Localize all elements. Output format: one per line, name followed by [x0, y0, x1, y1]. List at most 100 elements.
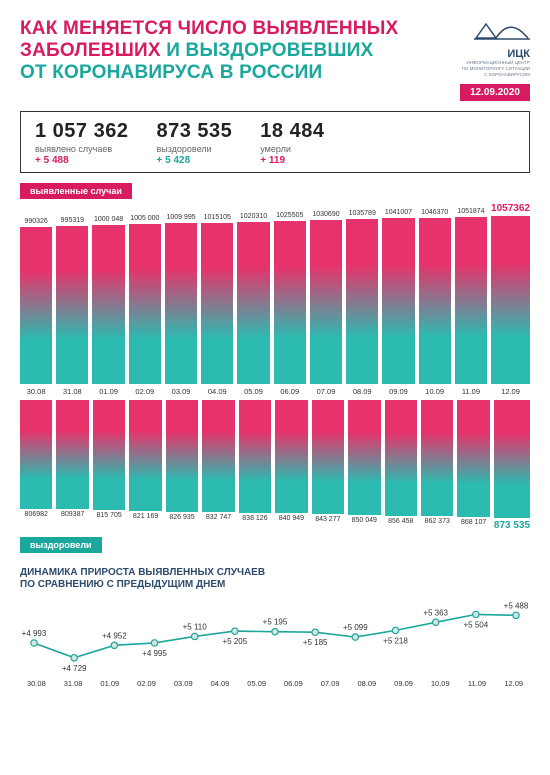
cases-bar — [491, 216, 530, 384]
logo-icon — [474, 18, 530, 42]
cases-bar-value: 1025505 — [276, 212, 303, 219]
stat-deaths-delta: + 119 — [260, 155, 324, 166]
growth-marker — [272, 628, 278, 634]
growth-date: 01.09 — [93, 679, 126, 688]
growth-marker — [312, 629, 318, 635]
growth-value-label: +4 995 — [142, 649, 167, 658]
recovered-bar — [385, 400, 417, 516]
logo-abbr: ИЦК — [460, 48, 530, 60]
cases-bar-date: 07.09 — [317, 387, 336, 396]
growth-marker — [513, 612, 519, 618]
growth-marker — [111, 642, 117, 648]
recovered-bar-value: 856 458 — [388, 518, 413, 525]
cases-bar-col: 104100709.09 — [382, 209, 414, 395]
cases-bar-col: 1051874 11.09 — [455, 208, 487, 396]
cases-bar-date: 02.09 — [135, 387, 154, 396]
recovered-bar-value: 850 049 — [352, 517, 377, 524]
logo: ИЦК ИНФОРМАЦИОННЫЙ ЦЕНТР ПО МОНИТОРИНГУ … — [460, 18, 530, 101]
growth-marker — [191, 633, 197, 639]
growth-date: 02.09 — [130, 679, 163, 688]
stat-cases-value: 1 057 362 — [35, 120, 128, 143]
recovered-bar-col: 868 107 — [457, 400, 489, 526]
growth-marker — [71, 654, 77, 660]
recovered-bar-col: 832 747 — [202, 400, 234, 522]
growth-dates: 30.0831.0801.0902.0903.0904.0905.0906.09… — [20, 679, 530, 688]
recovered-bar-col: 838 126 — [239, 400, 271, 522]
growth-chart: +4 993+4 729+4 952+4 995+5 110+5 205+5 1… — [20, 597, 530, 677]
cases-bar — [382, 218, 414, 383]
growth-marker — [473, 611, 479, 617]
cases-bar — [201, 223, 233, 384]
header: КАК МЕНЯЕТСЯ ЧИСЛО ВЫЯВЛЕННЫХ ЗАБОЛЕВШИХ… — [20, 18, 530, 101]
cases-bar — [165, 223, 197, 384]
recovered-bar — [457, 400, 489, 517]
cases-bar-col: 99531931.08 — [56, 217, 88, 396]
recovered-bar-value: 821 169 — [133, 513, 158, 520]
cases-bar-col: 103578908.09 — [346, 210, 378, 396]
stat-cases-label: выявлено случаев — [35, 144, 128, 154]
cases-bar-date: 30.08 — [27, 387, 46, 396]
growth-title-1: ДИНАМИКА ПРИРОСТА ВЫЯВЛЕННЫХ СЛУЧАЕВ — [20, 567, 530, 579]
cases-bar-col: 1005 000 02.09 — [129, 215, 161, 396]
recovered-bar-value: 809387 — [61, 511, 84, 518]
cases-bar — [20, 227, 52, 384]
tab-cases: выявленные случаи — [20, 183, 132, 199]
growth-value-label: +5 363 — [423, 608, 448, 617]
growth-value-label: +5 185 — [303, 638, 328, 647]
cases-bar-date: 10.09 — [425, 387, 444, 396]
recovered-bar-value: 826 935 — [169, 514, 194, 521]
recovered-chart: 806982 809387 815 705 821 169 826 935 832 747… — [20, 400, 530, 531]
cases-bar-value: 1051874 — [457, 208, 484, 215]
cases-bar — [92, 225, 124, 384]
growth-title-2: ПО СРАВНЕНИЮ С ПРЕДЫДУЩИМ ДНЕМ — [20, 579, 530, 591]
growth-date: 04.09 — [204, 679, 237, 688]
growth-value-label: +5 099 — [343, 623, 368, 632]
title-line-2b: И ВЫЗДОРОВЕВШИХ — [166, 40, 373, 61]
cases-bar-col: 104637010.09 — [419, 209, 451, 396]
growth-date: 31.08 — [57, 679, 90, 688]
cases-bar-col: 103069007.09 — [310, 211, 342, 396]
recovered-bar-value: 873 535 — [494, 520, 530, 531]
recovered-bar — [93, 400, 125, 510]
growth-marker — [31, 640, 37, 646]
title-line-1: КАК МЕНЯЕТСЯ ЧИСЛО ВЫЯВЛЕННЫХ — [20, 18, 398, 40]
recovered-bar-value: 843 277 — [315, 516, 340, 523]
logo-sub-3: С КОРОНАВИРУСОМ — [460, 73, 530, 78]
recovered-bar-col: 873 535 — [494, 400, 530, 531]
growth-date: 06.09 — [277, 679, 310, 688]
cases-bar-value: 1015105 — [204, 214, 231, 221]
cases-bar-date: 09.09 — [389, 387, 408, 396]
growth-date: 05.09 — [240, 679, 273, 688]
cases-bar-value: 1057362 — [491, 203, 530, 214]
recovered-bar — [275, 400, 307, 514]
cases-bar-date: 11.09 — [462, 387, 480, 396]
cases-bar-col: 101510504.09 — [201, 214, 233, 396]
recovered-bar-value: 838 126 — [242, 515, 267, 522]
recovered-bar — [166, 400, 198, 512]
growth-marker — [392, 627, 398, 633]
cases-bar-value: 1005 000 — [130, 215, 159, 222]
cases-bar-date: 05.09 — [244, 387, 263, 396]
recovered-bar — [421, 400, 453, 517]
page-title: КАК МЕНЯЕТСЯ ЧИСЛО ВЫЯВЛЕННЫХ ЗАБОЛЕВШИХ… — [20, 18, 398, 84]
cases-bar-value: 990326 — [24, 218, 47, 225]
cases-bar-date: 31.08 — [63, 387, 82, 396]
growth-date: 08.09 — [350, 679, 383, 688]
recovered-bar-value: 806982 — [25, 511, 48, 518]
recovered-bar — [312, 400, 344, 514]
stats-box: 1 057 362 выявлено случаев + 5 488 873 5… — [20, 111, 530, 173]
recovered-bar-col: 821 169 — [129, 400, 161, 520]
recovered-bar-value: 815 705 — [96, 512, 121, 519]
recovered-bar-col: 809387 — [56, 400, 88, 518]
growth-date: 11.09 — [461, 679, 494, 688]
cases-bar-col: 102550506.09 — [274, 212, 306, 396]
recovered-bar — [20, 400, 52, 509]
growth-value-label: +5 110 — [183, 622, 208, 631]
growth-value-label: +4 993 — [22, 629, 47, 638]
cases-bar-date: 01.09 — [99, 387, 118, 396]
growth-date: 10.09 — [424, 679, 457, 688]
cases-bar-date: 08.09 — [353, 387, 372, 396]
recovered-bar-col: 815 705 — [93, 400, 125, 519]
growth-marker — [151, 639, 157, 645]
stat-deaths-label: умерли — [260, 144, 324, 154]
